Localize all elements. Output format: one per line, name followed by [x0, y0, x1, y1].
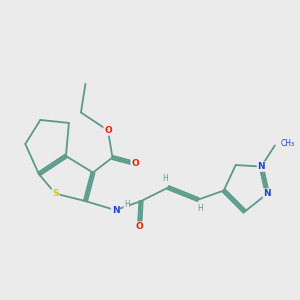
Text: H: H	[124, 200, 130, 209]
Text: O: O	[104, 126, 112, 135]
Text: H: H	[197, 204, 203, 213]
Text: H: H	[162, 174, 168, 183]
Text: O: O	[136, 222, 143, 231]
Text: CH₃: CH₃	[280, 139, 294, 148]
Text: O: O	[131, 159, 139, 168]
Text: S: S	[52, 189, 58, 198]
Text: N: N	[112, 206, 119, 214]
Text: N: N	[263, 189, 271, 198]
Text: N: N	[257, 162, 265, 171]
